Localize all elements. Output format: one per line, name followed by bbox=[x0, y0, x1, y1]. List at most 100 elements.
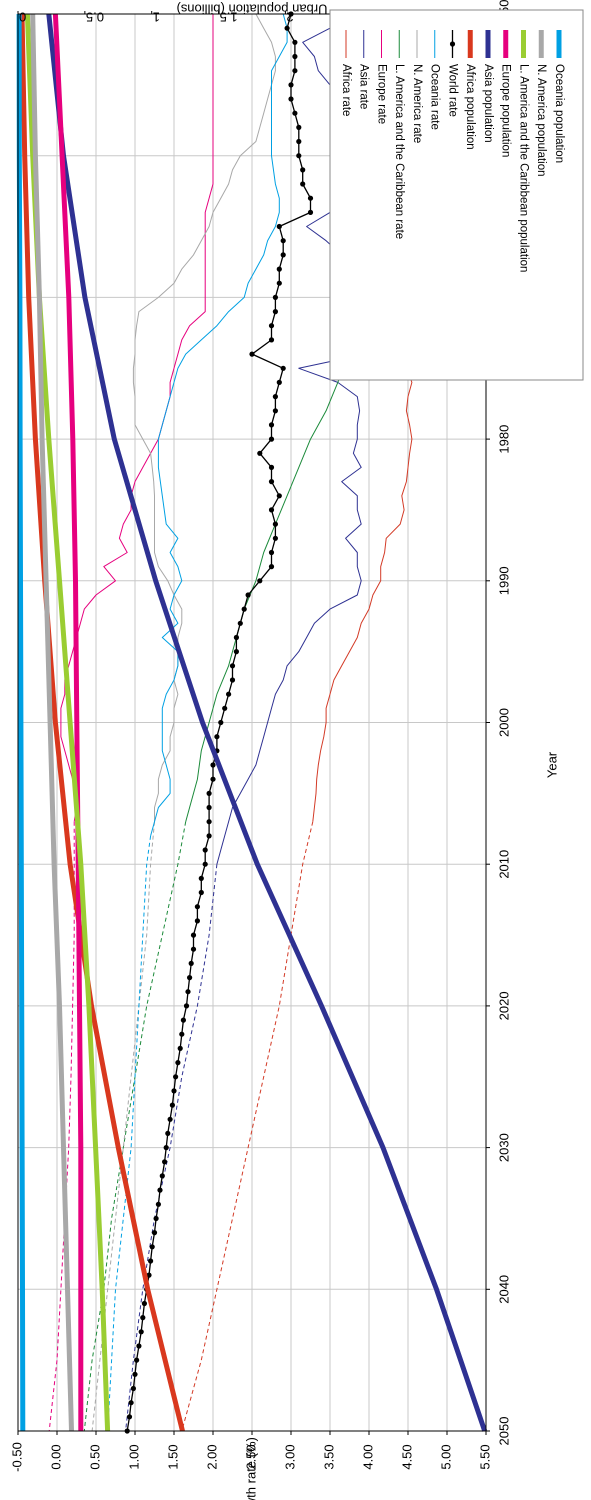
world-rate-point bbox=[273, 295, 278, 300]
world-rate-point bbox=[136, 1343, 141, 1348]
world-rate-point bbox=[131, 1386, 136, 1391]
legend: Africa rate Asia rate Europe rate L. Americ… bbox=[330, 10, 583, 380]
world-rate-point bbox=[257, 451, 262, 456]
rate-tick-label: -0.50 bbox=[9, 1442, 24, 1472]
rate-tick-label: 4.00 bbox=[360, 1444, 375, 1469]
population-tick-label: 0.5 bbox=[86, 10, 104, 25]
world-rate-point bbox=[281, 366, 286, 371]
world-rate-point bbox=[300, 181, 305, 186]
world-rate-point bbox=[127, 1414, 132, 1419]
year-axis-title: Year bbox=[544, 751, 559, 778]
rate-axis-title: Growth rate (%) bbox=[243, 1437, 258, 1500]
world-rate-point bbox=[257, 578, 262, 583]
year-tick-label: 1980 bbox=[496, 425, 511, 454]
l-america-and-the-caribbean-population-legend-label: L. America and the Caribbean population bbox=[517, 64, 529, 272]
world-rate-point bbox=[164, 1145, 169, 1150]
world-rate-point bbox=[171, 1088, 176, 1093]
n-america-rate-line bbox=[133, 14, 275, 822]
world-rate-point bbox=[207, 833, 212, 838]
world-rate-point bbox=[277, 380, 282, 385]
rate-tick-label: 2.00 bbox=[204, 1444, 219, 1469]
world-rate-point bbox=[181, 1018, 186, 1023]
world-rate-point bbox=[273, 522, 278, 527]
world-rate-point bbox=[269, 465, 274, 470]
population-tick-label: 1 bbox=[153, 10, 160, 25]
year-tick-label: 2000 bbox=[496, 708, 511, 737]
world-rate-point bbox=[308, 196, 313, 201]
world-rate-point bbox=[269, 337, 274, 342]
world-rate-point bbox=[191, 947, 196, 952]
world-rate-point bbox=[273, 309, 278, 314]
world-rate-point bbox=[288, 82, 293, 87]
world-rate-point bbox=[207, 791, 212, 796]
world-rate-point bbox=[218, 720, 223, 725]
rate-tick-label: 4.50 bbox=[399, 1444, 414, 1469]
world-rate-point bbox=[195, 904, 200, 909]
africa-population-legend-label: Africa population bbox=[464, 64, 476, 150]
world-rate-point bbox=[203, 862, 208, 867]
year-tick-label: 2010 bbox=[496, 850, 511, 879]
world-rate-point bbox=[292, 40, 297, 45]
world-rate-point bbox=[154, 1216, 159, 1221]
world-rate-point bbox=[170, 1103, 175, 1108]
world-rate-point bbox=[184, 1003, 189, 1008]
world-rate-point bbox=[296, 125, 301, 130]
world-rate-point bbox=[139, 1329, 144, 1334]
world-rate-point bbox=[269, 550, 274, 555]
world-rate-point bbox=[246, 592, 251, 597]
world-rate-point bbox=[173, 1074, 178, 1079]
world-rate-point bbox=[162, 1159, 167, 1164]
world-rate-point bbox=[175, 1060, 180, 1065]
world-rate-point bbox=[187, 975, 192, 980]
world-rate-point bbox=[273, 408, 278, 413]
world-rate-point bbox=[199, 890, 204, 895]
world-rate-point bbox=[210, 762, 215, 767]
world-rate-point bbox=[168, 1117, 173, 1122]
rate-tick-label: 1.00 bbox=[126, 1444, 141, 1469]
l-america-and-the-caribbean-rate-legend-label: L. America and the Caribbean rate bbox=[393, 64, 405, 239]
world-rate-point bbox=[292, 54, 297, 59]
world-rate-point bbox=[269, 479, 274, 484]
n-america-population-legend-label: N. America population bbox=[535, 64, 547, 177]
world-rate-point bbox=[148, 1258, 153, 1263]
world-rate-point bbox=[296, 139, 301, 144]
asia-population-legend-label: Asia population bbox=[482, 64, 494, 143]
world-rate-point bbox=[277, 224, 282, 229]
population-tick-label: 0 bbox=[19, 10, 26, 25]
rate-tick-label: 0.00 bbox=[48, 1444, 63, 1469]
world-rate-point bbox=[178, 1046, 183, 1051]
world-rate-point bbox=[165, 1131, 170, 1136]
year-tick-label: 2050 bbox=[496, 1417, 511, 1446]
world-rate-point bbox=[150, 1244, 155, 1249]
world-rate-point bbox=[134, 1358, 139, 1363]
world-rate-point bbox=[160, 1173, 165, 1178]
world-rate-point bbox=[199, 876, 204, 881]
world-rate-point bbox=[292, 111, 297, 116]
world-rate-point bbox=[142, 1301, 147, 1306]
world-rate-point bbox=[269, 564, 274, 569]
world-rate-point bbox=[207, 805, 212, 810]
rate-tick-label: 5.00 bbox=[438, 1444, 453, 1469]
world-rate-point bbox=[277, 267, 282, 272]
world-rate-point bbox=[132, 1372, 137, 1377]
world-rate-point bbox=[129, 1400, 134, 1405]
world-rate-legend-label: World rate bbox=[446, 64, 458, 117]
world-rate-point bbox=[179, 1032, 184, 1037]
world-rate-point bbox=[288, 96, 293, 101]
world-rate-point bbox=[226, 692, 231, 697]
world-rate-point bbox=[203, 847, 208, 852]
world-rate-point bbox=[273, 536, 278, 541]
world-rate-point bbox=[156, 1202, 161, 1207]
world-rate-point bbox=[281, 252, 286, 257]
rate-tick-label: 1.50 bbox=[165, 1444, 180, 1469]
world-rate-point bbox=[157, 1188, 162, 1193]
world-rate-point bbox=[273, 394, 278, 399]
europe-rate-legend-label: Europe rate bbox=[375, 64, 387, 124]
europe-rate-line bbox=[61, 14, 213, 822]
oceania-rate-line bbox=[151, 14, 288, 836]
europe-population-legend-label: Europe population bbox=[500, 64, 512, 157]
oceania-rate-legend-label: Oceania rate bbox=[429, 64, 441, 130]
year-tick-label: 2030 bbox=[496, 1133, 511, 1162]
world-rate-point bbox=[269, 422, 274, 427]
world-rate-point bbox=[296, 153, 301, 158]
